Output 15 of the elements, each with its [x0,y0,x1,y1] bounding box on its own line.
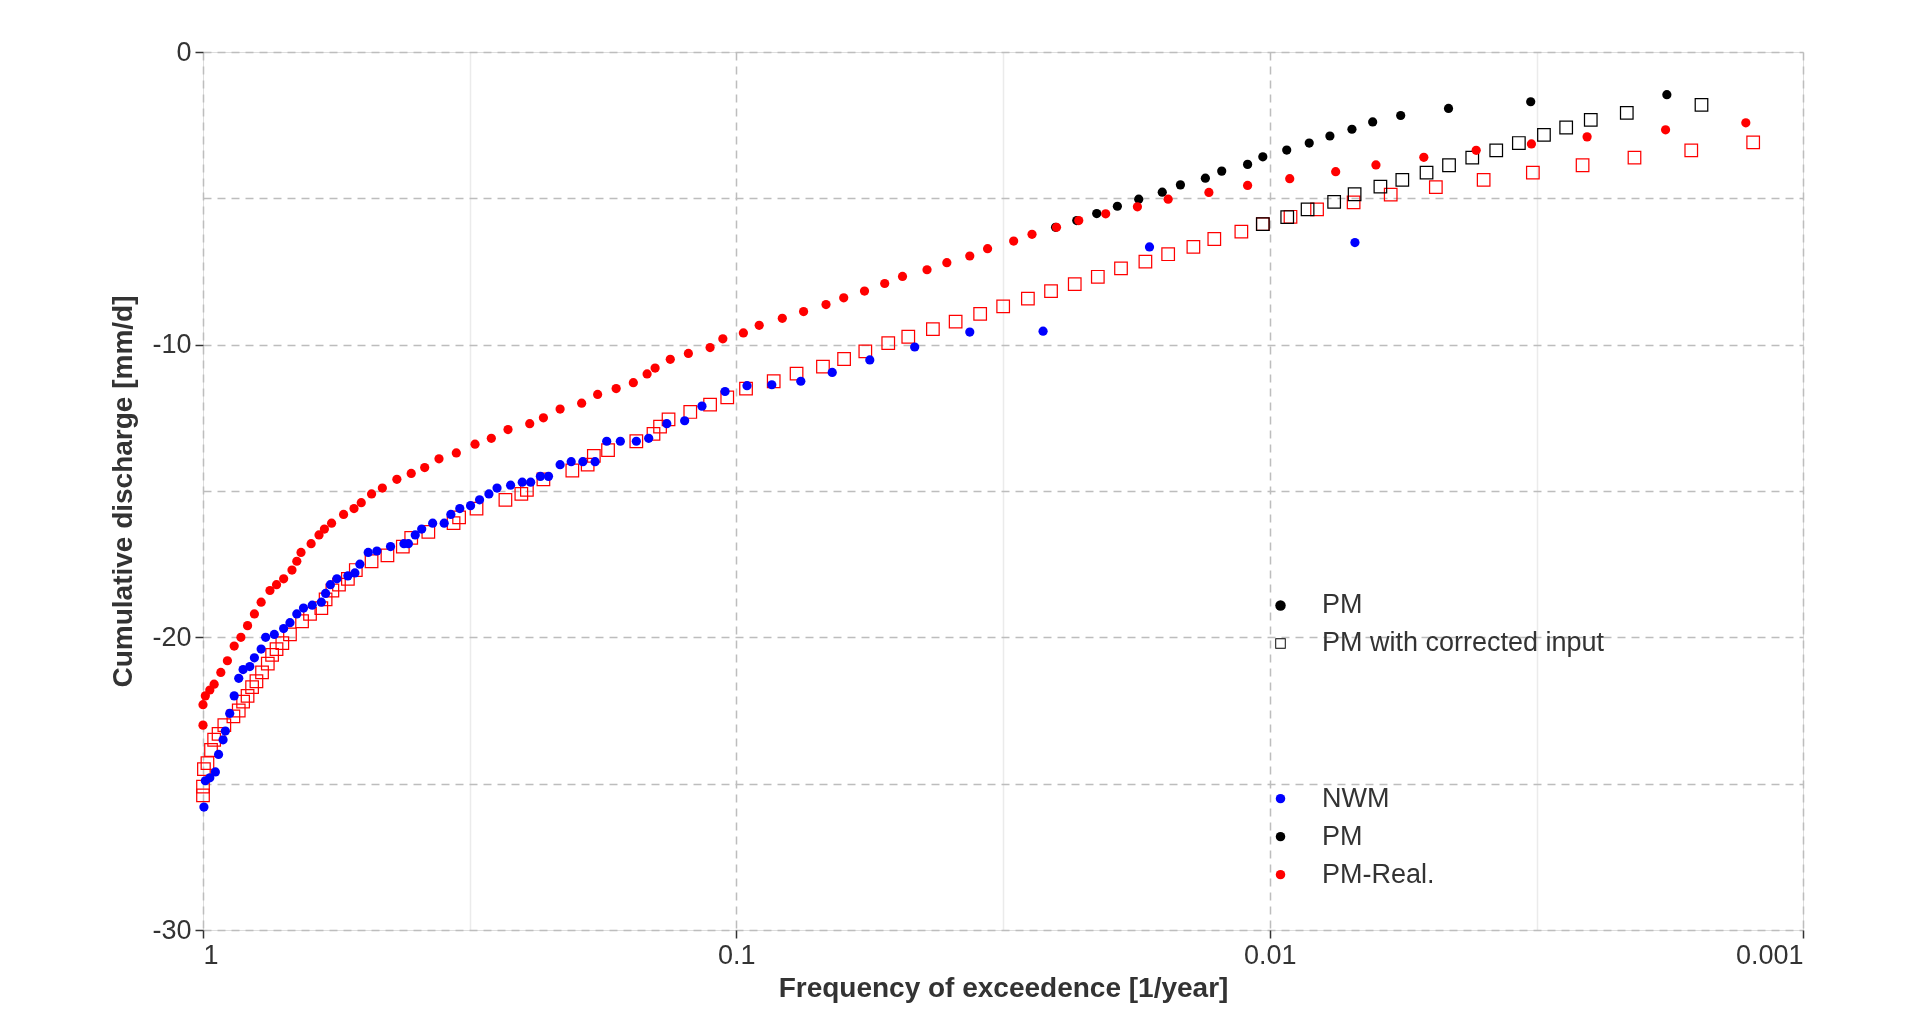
legend-label: NWM [1322,782,1390,813]
x-tick-label: 0.01 [1243,939,1297,970]
x-tick-label: 0.1 [718,939,756,970]
legend-label: PM-Real. [1322,858,1435,889]
y-axis-title: Cumulative discharge [mm/d] [107,295,139,688]
y-tick-label: -10 [152,329,192,360]
y-tick-label: -20 [152,621,192,652]
y-tick-label: 0 [176,36,192,67]
x-axis-title: Frequency of exceedence [1/year] [778,971,1229,1003]
x-tick-label: 0.001 [1735,939,1804,970]
y-tick-label: -30 [152,914,192,945]
legend-label: PM [1322,589,1363,620]
text: PM [1322,820,1363,851]
x-tick-label: 1 [203,939,219,970]
legend-label: PM with corrected input [1322,627,1605,658]
